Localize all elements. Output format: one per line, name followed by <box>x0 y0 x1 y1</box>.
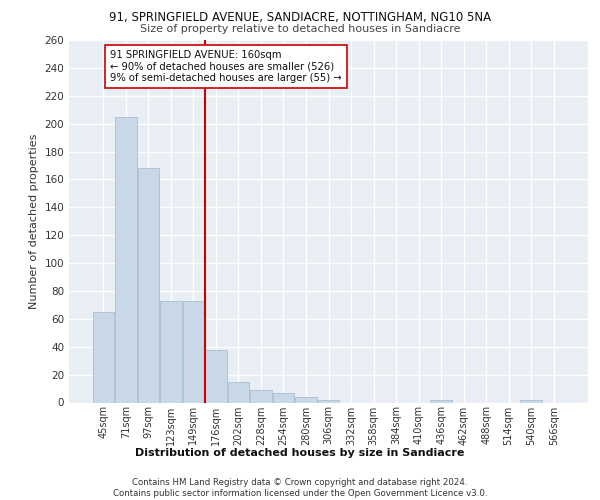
Text: 91 SPRINGFIELD AVENUE: 160sqm
← 90% of detached houses are smaller (526)
9% of s: 91 SPRINGFIELD AVENUE: 160sqm ← 90% of d… <box>110 50 341 83</box>
Text: 91, SPRINGFIELD AVENUE, SANDIACRE, NOTTINGHAM, NG10 5NA: 91, SPRINGFIELD AVENUE, SANDIACRE, NOTTI… <box>109 11 491 24</box>
Bar <box>92 312 114 402</box>
Y-axis label: Number of detached properties: Number of detached properties <box>29 134 39 309</box>
Bar <box>520 400 542 402</box>
Bar <box>137 168 159 402</box>
Bar <box>182 300 204 402</box>
Bar <box>228 382 249 402</box>
Bar <box>430 400 452 402</box>
Text: Contains HM Land Registry data © Crown copyright and database right 2024.
Contai: Contains HM Land Registry data © Crown c… <box>113 478 487 498</box>
Bar <box>295 397 317 402</box>
Bar <box>273 392 294 402</box>
Bar <box>205 350 227 403</box>
Text: Distribution of detached houses by size in Sandiacre: Distribution of detached houses by size … <box>136 448 464 458</box>
Text: Size of property relative to detached houses in Sandiacre: Size of property relative to detached ho… <box>140 24 460 34</box>
Bar <box>115 116 137 403</box>
Bar <box>318 400 339 402</box>
Bar <box>250 390 272 402</box>
Bar <box>160 300 182 402</box>
